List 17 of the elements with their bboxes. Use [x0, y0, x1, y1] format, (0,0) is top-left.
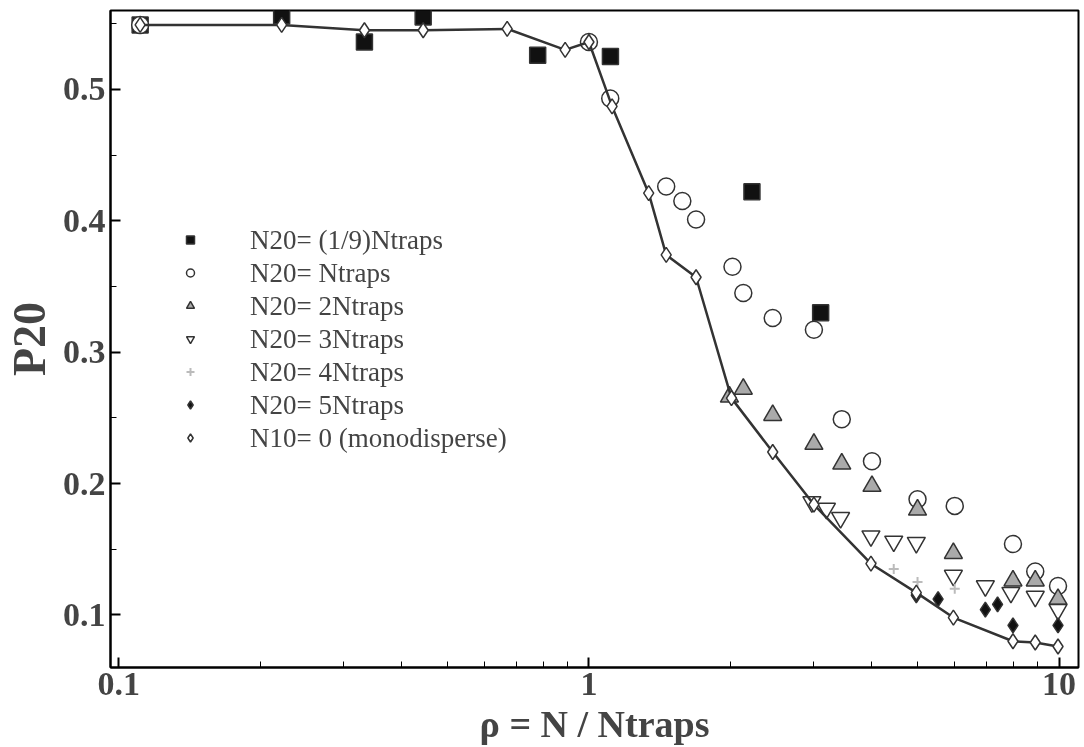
- legend-label: N20= 4Ntraps: [250, 356, 404, 387]
- y-axis-title: P20: [4, 301, 55, 377]
- y-tick-label: 0.2: [63, 464, 106, 502]
- y-tick-label: 0.5: [63, 70, 106, 108]
- x-tick-label: 0.1: [97, 664, 141, 702]
- legend-label: N20= 5Ntraps: [250, 389, 404, 420]
- y-tick-label: 0.1: [63, 595, 106, 633]
- x-axis-title: ρ = N / Ntraps: [479, 702, 710, 745]
- y-tick-label: 0.3: [63, 333, 106, 371]
- legend-label: N20= 3Ntraps: [250, 323, 404, 354]
- legend-label: N20= Ntraps: [250, 257, 391, 288]
- x-tick-label: 10: [1042, 664, 1077, 702]
- legend-label: N20= (1/9)Ntraps: [250, 224, 443, 255]
- legend-label: N10= 0 (monodisperse): [250, 422, 507, 453]
- legend-label: N20= 2Ntraps: [250, 290, 404, 321]
- y-tick-label: 0.4: [63, 201, 106, 239]
- x-tick-label: 1: [580, 664, 598, 702]
